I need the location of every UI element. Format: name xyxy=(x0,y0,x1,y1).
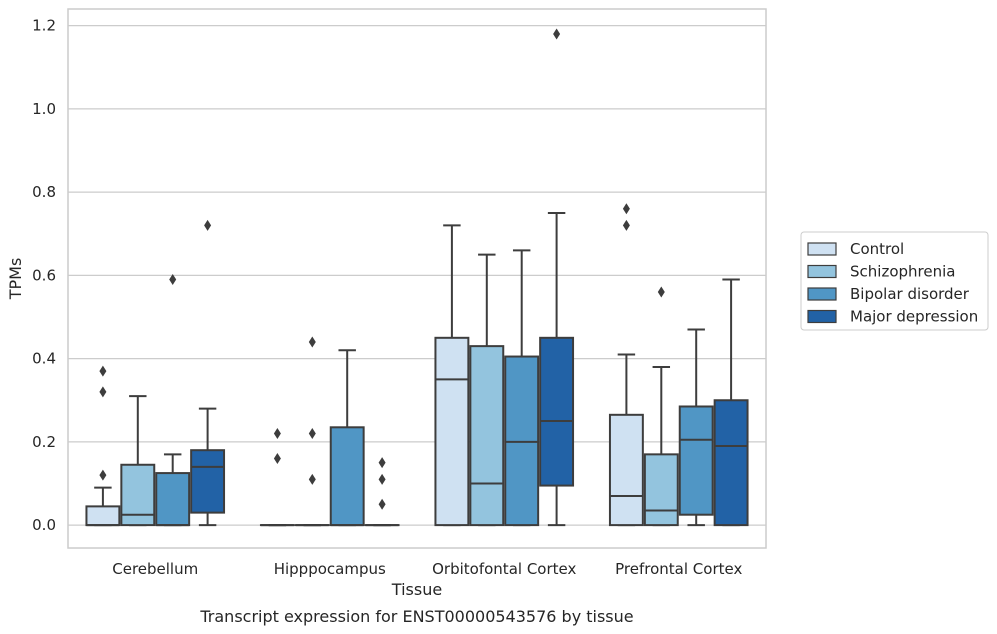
grid-lines xyxy=(68,25,766,526)
box-body xyxy=(190,449,226,514)
outlier-point xyxy=(378,473,386,485)
y-tick-label: 1.2 xyxy=(32,17,56,35)
y-axis-title: TPMs xyxy=(6,258,25,301)
x-tick-label: Prefrontal Cortex xyxy=(615,560,742,578)
outlier-point xyxy=(622,219,630,231)
x-tick-label: Hipppocampus xyxy=(274,560,386,578)
legend-swatch xyxy=(807,309,837,324)
outlier-point xyxy=(378,457,386,469)
box-body xyxy=(678,405,714,516)
box-3-0 xyxy=(608,203,644,527)
box-body xyxy=(469,345,505,527)
legend-swatch xyxy=(807,242,837,256)
box-1-1 xyxy=(294,336,330,527)
outlier-point xyxy=(622,203,630,215)
x-tick-label: Orbitofontal Cortex xyxy=(432,560,576,578)
legend-label: Schizophrenia xyxy=(850,263,955,281)
box-body xyxy=(539,336,575,487)
x-axis-title: Tissue xyxy=(391,580,442,599)
box-0-1 xyxy=(120,395,156,527)
y-tick-label: 0.8 xyxy=(32,183,56,201)
outlier-point xyxy=(657,286,665,298)
legend-swatch xyxy=(807,264,837,279)
outlier-point xyxy=(99,365,107,377)
y-tick-label: 0.2 xyxy=(32,433,56,451)
box-3-3 xyxy=(713,278,749,527)
box-2-0 xyxy=(434,224,470,527)
box-0-3 xyxy=(190,219,226,527)
box-3-2 xyxy=(678,328,714,527)
y-tick-label: 0.0 xyxy=(32,516,56,534)
outlier-point xyxy=(99,386,107,398)
legend: Control Schizophrenia Bipolar disorder Majo… xyxy=(800,231,989,331)
outlier-point xyxy=(204,219,212,231)
outlier-point xyxy=(169,274,177,286)
box-1-0 xyxy=(259,428,295,527)
outlier-point xyxy=(553,28,561,40)
y-tick-label: 1.0 xyxy=(32,100,56,118)
box-0-2 xyxy=(155,274,191,527)
legend-label: Bipolar disorder xyxy=(850,285,970,303)
x-axis-ticks: Cerebellum Hipppocampus Orbitofontal Corte… xyxy=(112,560,742,578)
outlier-point xyxy=(308,336,316,348)
box-2-1 xyxy=(469,253,505,527)
box-2-2 xyxy=(504,249,540,527)
box-groups xyxy=(85,28,749,527)
y-axis-ticks: 0.0 0.2 0.4 0.6 0.8 1.0 1.2 xyxy=(32,17,56,534)
outlier-point xyxy=(378,498,386,510)
outlier-point xyxy=(308,473,316,485)
box-1-3 xyxy=(364,457,400,527)
legend-swatch xyxy=(807,287,837,301)
x-tick-label: Cerebellum xyxy=(112,560,198,578)
box-body xyxy=(120,463,156,527)
box-body xyxy=(85,505,121,527)
box-1-2 xyxy=(329,349,365,527)
box-body xyxy=(329,426,365,527)
outlier-point xyxy=(273,428,281,440)
box-body xyxy=(155,472,191,527)
box-0-0 xyxy=(85,365,121,527)
box-3-1 xyxy=(643,286,679,527)
legend-frame xyxy=(800,231,989,331)
legend-label: Major depression xyxy=(850,308,978,326)
outlier-point xyxy=(99,469,107,481)
outlier-point xyxy=(273,453,281,465)
box-body xyxy=(434,336,470,527)
box-body xyxy=(713,399,749,527)
box-body xyxy=(504,355,540,527)
box-body xyxy=(608,413,644,527)
plot-frame xyxy=(67,8,767,549)
y-tick-label: 0.6 xyxy=(32,266,56,284)
chart-caption: Transcript expression for ENST0000054357… xyxy=(199,607,633,626)
y-tick-label: 0.4 xyxy=(32,350,56,368)
legend-label: Control xyxy=(850,240,904,258)
outlier-point xyxy=(308,428,316,440)
box-body xyxy=(643,453,679,527)
box-2-3 xyxy=(539,28,575,527)
